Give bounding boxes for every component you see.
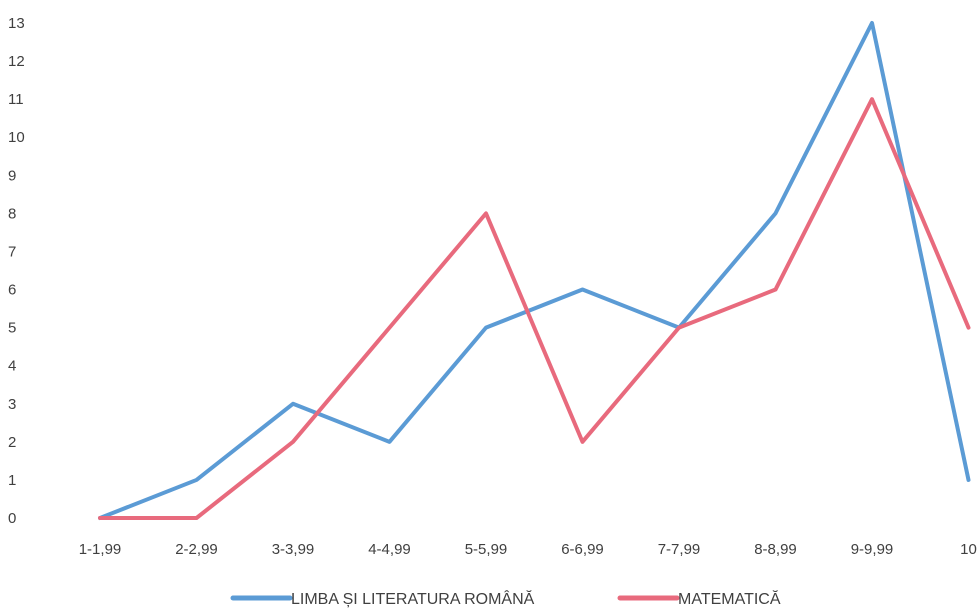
y-tick-label: 6 (8, 282, 16, 299)
y-tick-label: 0 (8, 510, 16, 527)
x-tick-label: 7-7,99 (658, 541, 701, 558)
legend-label: LIMBA ȘI LITERATURA ROMÂNĂ (291, 589, 535, 608)
y-tick-label: 7 (8, 243, 16, 260)
legend: LIMBA ȘI LITERATURA ROMÂNĂ MATEMATICĂ (230, 589, 781, 608)
y-tick-label: 1 (8, 472, 16, 489)
y-tick-label: 4 (8, 358, 16, 375)
x-tick-label: 5-5,99 (465, 541, 508, 558)
y-tick-label: 8 (8, 205, 16, 222)
y-tick-label: 2 (8, 434, 16, 451)
series-line-2 (98, 97, 971, 520)
y-tick-label: 12 (8, 53, 25, 70)
y-tick-label: 3 (8, 396, 16, 413)
y-tick-label: 10 (8, 129, 25, 146)
y-tick-label: 11 (8, 91, 24, 108)
y-tick-label: 9 (8, 167, 16, 184)
x-tick-label: 3-3,99 (272, 541, 315, 558)
x-tick-label: 4-4,99 (368, 541, 411, 558)
series-lines (98, 21, 971, 520)
x-axis-ticks: 1-1,99 2-2,99 3-3,99 4-4,99 5-5,99 6-6,99 7-7,… (79, 541, 977, 558)
x-tick-label: 8-8,99 (754, 541, 797, 558)
legend-label: MATEMATICĂ (678, 589, 781, 608)
series-line-1 (98, 21, 971, 520)
x-tick-label: 10 (960, 541, 977, 558)
y-tick-label: 13 (8, 15, 25, 32)
x-tick-label: 2-2,99 (175, 541, 218, 558)
x-tick-label: 1-1,99 (79, 541, 122, 558)
x-tick-label: 9-9,99 (851, 541, 894, 558)
y-tick-label: 5 (8, 320, 16, 337)
x-tick-label: 6-6,99 (561, 541, 604, 558)
